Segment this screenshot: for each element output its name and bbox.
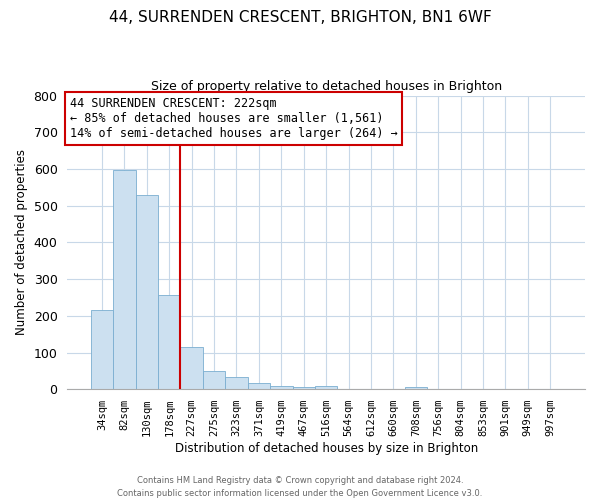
Bar xyxy=(293,388,315,389)
Bar xyxy=(315,386,337,389)
Y-axis label: Number of detached properties: Number of detached properties xyxy=(15,150,28,336)
Bar xyxy=(248,382,270,389)
Bar xyxy=(181,347,203,389)
Bar xyxy=(158,295,181,389)
Title: Size of property relative to detached houses in Brighton: Size of property relative to detached ho… xyxy=(151,80,502,93)
Text: Contains HM Land Registry data © Crown copyright and database right 2024.
Contai: Contains HM Land Registry data © Crown c… xyxy=(118,476,482,498)
Bar xyxy=(225,377,248,389)
Text: 44, SURRENDEN CRESCENT, BRIGHTON, BN1 6WF: 44, SURRENDEN CRESCENT, BRIGHTON, BN1 6W… xyxy=(109,10,491,25)
Text: 44 SURRENDEN CRESCENT: 222sqm
← 85% of detached houses are smaller (1,561)
14% o: 44 SURRENDEN CRESCENT: 222sqm ← 85% of d… xyxy=(70,97,398,140)
Bar xyxy=(136,196,158,389)
X-axis label: Distribution of detached houses by size in Brighton: Distribution of detached houses by size … xyxy=(175,442,478,455)
Bar xyxy=(91,310,113,389)
Bar xyxy=(113,170,136,389)
Bar xyxy=(203,371,225,389)
Bar xyxy=(404,386,427,389)
Bar xyxy=(270,386,293,389)
